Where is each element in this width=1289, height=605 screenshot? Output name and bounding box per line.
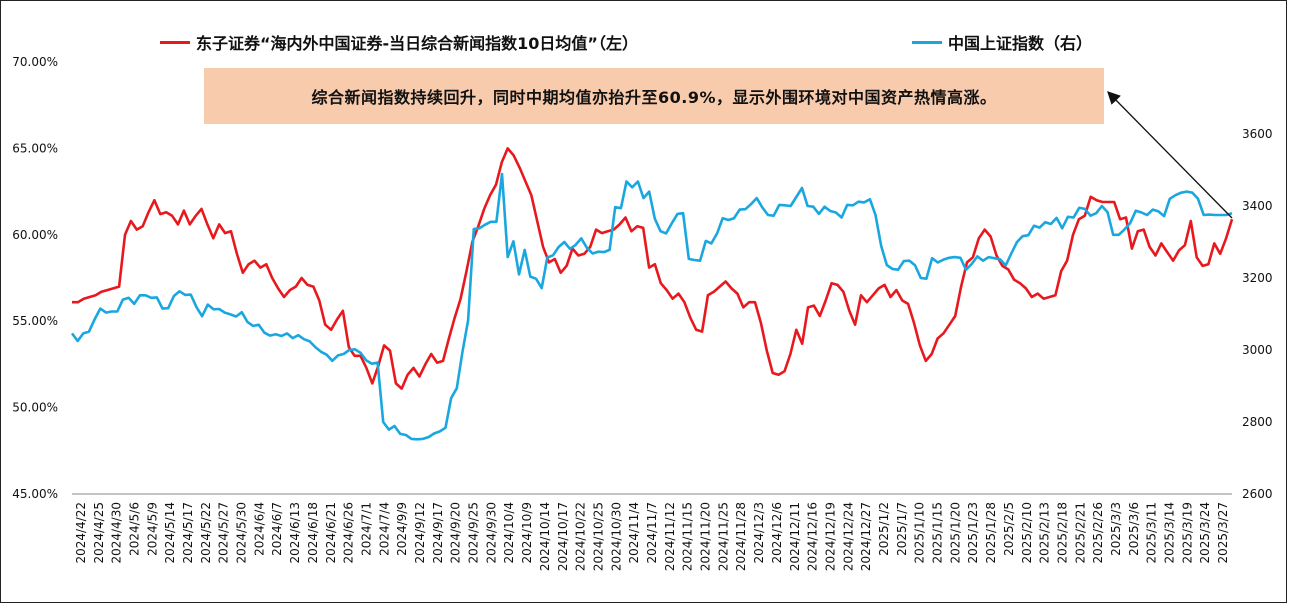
x-tick-label: 2025/3/3 [1109,502,1123,556]
x-tick-label: 2024/10/14 [538,502,552,571]
x-tick-label: 2025/2/13 [1038,502,1052,564]
legend-item-news-index: 东子证券“海内外中国证券-当日综合新闻指数10日均值”（左） [160,29,638,55]
x-tick-label: 2024/11/12 [663,502,677,571]
x-tick-label: 2024/12/27 [859,502,873,571]
x-tick-label: 2024/11/25 [716,502,730,571]
legend-item-shanghai-index: 中国上证指数（右） [912,29,1092,55]
x-tick-label: 2025/3/27 [1216,502,1230,564]
x-tick-label: 2024/5/9 [145,502,159,556]
x-tick-label: 2024/7/1 [359,502,373,556]
x-tick-label: 2025/1/20 [948,502,962,564]
y-left-tick-label: 60.00% [12,228,58,242]
x-tick-label: 2025/1/7 [895,502,909,556]
x-tick-label: 2025/3/6 [1127,502,1141,556]
x-tick-label: 2025/2/18 [1055,502,1069,564]
x-tick-label: 2024/4/30 [110,502,124,564]
annotation-arrow [1107,91,1233,219]
y-right-tick-label: 3000 [1242,343,1273,357]
x-tick-label: 2024/4/25 [92,502,106,564]
x-tick-label: 2024/6/18 [306,502,320,564]
x-tick-label: 2024/5/14 [163,502,177,564]
x-tick-label: 2024/9/20 [449,502,463,564]
x-tick-label: 2024/12/24 [841,502,855,571]
y-right-tick-label: 3200 [1242,271,1273,285]
x-tick-label: 2024/4/22 [74,502,88,564]
x-tick-label: 2024/6/26 [342,502,356,564]
y-right-tick-label: 2800 [1242,415,1273,429]
x-tick-label: 2024/5/17 [181,502,195,564]
x-tick-label: 2024/12/11 [788,502,802,571]
legend-swatch-blue [912,40,942,44]
x-tick-label: 2025/1/2 [877,502,891,556]
x-tick-label: 2024/9/12 [413,502,427,564]
y-right-tick-label: 3600 [1242,127,1273,141]
x-tick-label: 2024/12/19 [823,502,837,571]
series-line-shanghai-index [70,172,1233,441]
y-left-tick-label: 55.00% [12,314,58,328]
x-tick-label: 2025/3/14 [1163,502,1177,564]
x-tick-label: 2024/9/30 [484,502,498,564]
y-right-tick-label: 3400 [1242,199,1273,213]
x-tick-label: 2024/11/15 [681,502,695,571]
x-tick-label: 2024/9/9 [395,502,409,556]
x-tick-label: 2025/2/26 [1091,502,1105,564]
y-right-tick-label: 2600 [1242,487,1273,501]
x-tick-label: 2024/10/22 [574,502,588,571]
y-left-tick-label: 50.00% [12,401,58,415]
x-tick-label: 2025/3/19 [1180,502,1194,564]
x-tick-label: 2025/1/23 [966,502,980,564]
x-tick-label: 2024/11/7 [645,502,659,564]
series-line-news-index [72,147,1234,390]
x-tick-label: 2024/10/17 [556,502,570,571]
x-tick-label: 2025/1/15 [931,502,945,564]
x-tick-label: 2025/2/5 [1002,502,1016,556]
x-tick-label: 2024/10/25 [591,502,605,571]
x-tick-label: 2024/5/22 [199,502,213,564]
x-tick-label: 2024/10/30 [609,502,623,571]
x-tick-label: 2024/6/13 [288,502,302,564]
y-left-tick-label: 45.00% [12,487,58,501]
x-tick-label: 2024/6/21 [324,502,338,564]
x-tick-label: 2024/10/9 [520,502,534,564]
x-tick-label: 2024/12/3 [752,502,766,564]
x-tick-label: 2024/7/4 [377,502,391,556]
x-tick-label: 2025/1/10 [913,502,927,564]
axes: 45.00% 50.00% 55.00% 60.00% 65.00% 70.00% 2600… [12,55,1272,571]
x-tick-label: 2024/12/16 [806,502,820,571]
x-tick-label: 2024/5/6 [127,502,141,556]
x-tick-label: 2024/6/7 [270,502,284,556]
x-tick-label: 2024/6/4 [252,502,266,556]
x-tick-label: 2024/11/20 [699,502,713,571]
x-tick-label: 2024/9/25 [467,502,481,564]
y-left-tick-label: 70.00% [12,55,58,69]
x-tick-label: 2025/1/28 [984,502,998,564]
x-tick-label: 2024/5/30 [235,502,249,564]
y-left-tick-label: 65.00% [12,141,58,155]
x-tick-label: 2025/2/21 [1073,502,1087,564]
x-tick-label: 2024/10/4 [502,502,516,564]
x-tick-label: 2025/3/11 [1145,502,1159,564]
x-tick-label: 2024/11/4 [627,502,641,564]
annotation-arrow-line [1107,91,1233,219]
x-tick-label: 2025/2/10 [1020,502,1034,564]
x-tick-label: 2024/11/28 [734,502,748,571]
x-tick-label: 2024/5/27 [217,502,231,564]
legend-label-news-index: 东子证券“海内外中国证券-当日综合新闻指数10日均值”（左） [196,34,638,53]
series-layer [70,147,1234,441]
x-tick-label: 2024/12/6 [770,502,784,564]
legend-label-shanghai-index: 中国上证指数（右） [948,34,1093,53]
x-tick-label: 2025/3/24 [1198,502,1212,564]
legend-swatch-red [160,40,190,44]
annotation-box: 综合新闻指数持续回升，同时中期均值亦抬升至60.9%，显示外围环境对中国资产热情… [204,68,1104,124]
x-tick-label: 2024/9/17 [431,502,445,564]
